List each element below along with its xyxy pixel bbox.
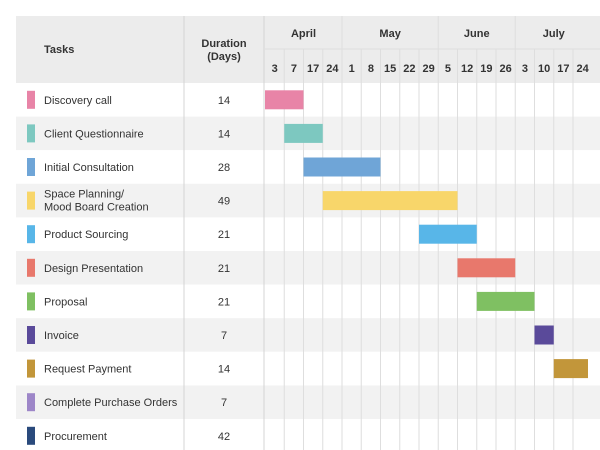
week-tick-label: 3 xyxy=(272,63,278,75)
week-tick-label: 8 xyxy=(368,63,374,75)
task-color-swatch xyxy=(27,225,35,244)
task-name: Design Presentation xyxy=(44,263,143,275)
week-tick-label: 10 xyxy=(538,63,550,75)
gantt-bar xyxy=(419,224,477,244)
week-tick-label: 15 xyxy=(384,63,396,75)
gantt-bar xyxy=(284,123,323,143)
duration-column-header: Duration xyxy=(201,38,247,50)
week-tick-label: 17 xyxy=(557,63,569,75)
task-duration: 28 xyxy=(218,162,230,174)
task-color-swatch xyxy=(27,426,35,445)
week-tick-label: 12 xyxy=(461,63,473,75)
week-tick-label: 24 xyxy=(326,63,339,75)
task-name: Invoice xyxy=(44,330,79,342)
task-name: Product Sourcing xyxy=(44,229,128,241)
task-duration: 7 xyxy=(221,330,227,342)
gantt-bar xyxy=(265,90,304,110)
week-tick-label: 29 xyxy=(423,63,435,75)
task-duration: 42 xyxy=(218,431,230,443)
task-color-swatch xyxy=(27,393,35,412)
row-background xyxy=(16,183,600,218)
task-name: Complete Purchase Orders xyxy=(44,397,178,409)
week-tick-label: 24 xyxy=(577,63,590,75)
week-tick-label: 3 xyxy=(522,63,528,75)
week-tick-label: 7 xyxy=(291,63,297,75)
gantt-bar xyxy=(534,325,554,345)
row-background xyxy=(16,318,600,352)
tasks-column-header: Tasks xyxy=(44,44,74,56)
task-duration: 49 xyxy=(218,196,230,208)
task-duration: 14 xyxy=(218,364,230,376)
task-color-swatch xyxy=(27,158,35,176)
row-background xyxy=(16,351,600,386)
task-duration: 14 xyxy=(218,95,230,107)
task-color-swatch xyxy=(27,292,35,311)
task-duration: 21 xyxy=(218,263,230,275)
task-color-swatch xyxy=(27,326,35,344)
task-name: Request Payment xyxy=(44,364,131,376)
task-name: Initial Consultation xyxy=(44,162,134,174)
task-name: Space Planning/ xyxy=(44,189,125,201)
task-color-swatch xyxy=(27,191,35,210)
month-label: April xyxy=(291,28,316,40)
task-color-swatch xyxy=(27,258,35,277)
task-name: Discovery call xyxy=(44,95,112,107)
row-background xyxy=(16,419,600,450)
task-color-swatch xyxy=(27,90,35,109)
task-name: Proposal xyxy=(44,296,87,308)
task-duration: 7 xyxy=(221,397,227,409)
gantt-bar xyxy=(322,191,458,211)
task-name: Procurement xyxy=(44,431,107,443)
task-name: Mood Board Creation xyxy=(44,202,149,214)
row-background xyxy=(16,83,600,117)
week-tick-label: 5 xyxy=(445,63,451,75)
task-duration: 21 xyxy=(218,229,230,241)
task-duration: 21 xyxy=(218,296,230,308)
gantt-bar xyxy=(303,157,381,177)
gantt-bar xyxy=(553,359,588,379)
month-label: May xyxy=(379,28,401,40)
week-tick-label: 26 xyxy=(500,63,512,75)
task-color-swatch xyxy=(27,359,35,378)
row-background xyxy=(16,385,600,419)
month-label: July xyxy=(543,28,566,40)
month-label: June xyxy=(464,28,490,40)
week-tick-label: 22 xyxy=(403,63,415,75)
task-duration: 14 xyxy=(218,128,230,140)
task-name: Client Questionnaire xyxy=(44,128,144,140)
week-tick-label: 19 xyxy=(480,63,492,75)
week-tick-label: 1 xyxy=(349,63,355,75)
week-tick-label: 17 xyxy=(307,63,319,75)
task-color-swatch xyxy=(27,124,35,143)
gantt-bar xyxy=(476,291,535,311)
gantt-bar xyxy=(457,258,516,278)
duration-column-header-unit: (Days) xyxy=(207,51,241,63)
row-background xyxy=(16,217,600,251)
